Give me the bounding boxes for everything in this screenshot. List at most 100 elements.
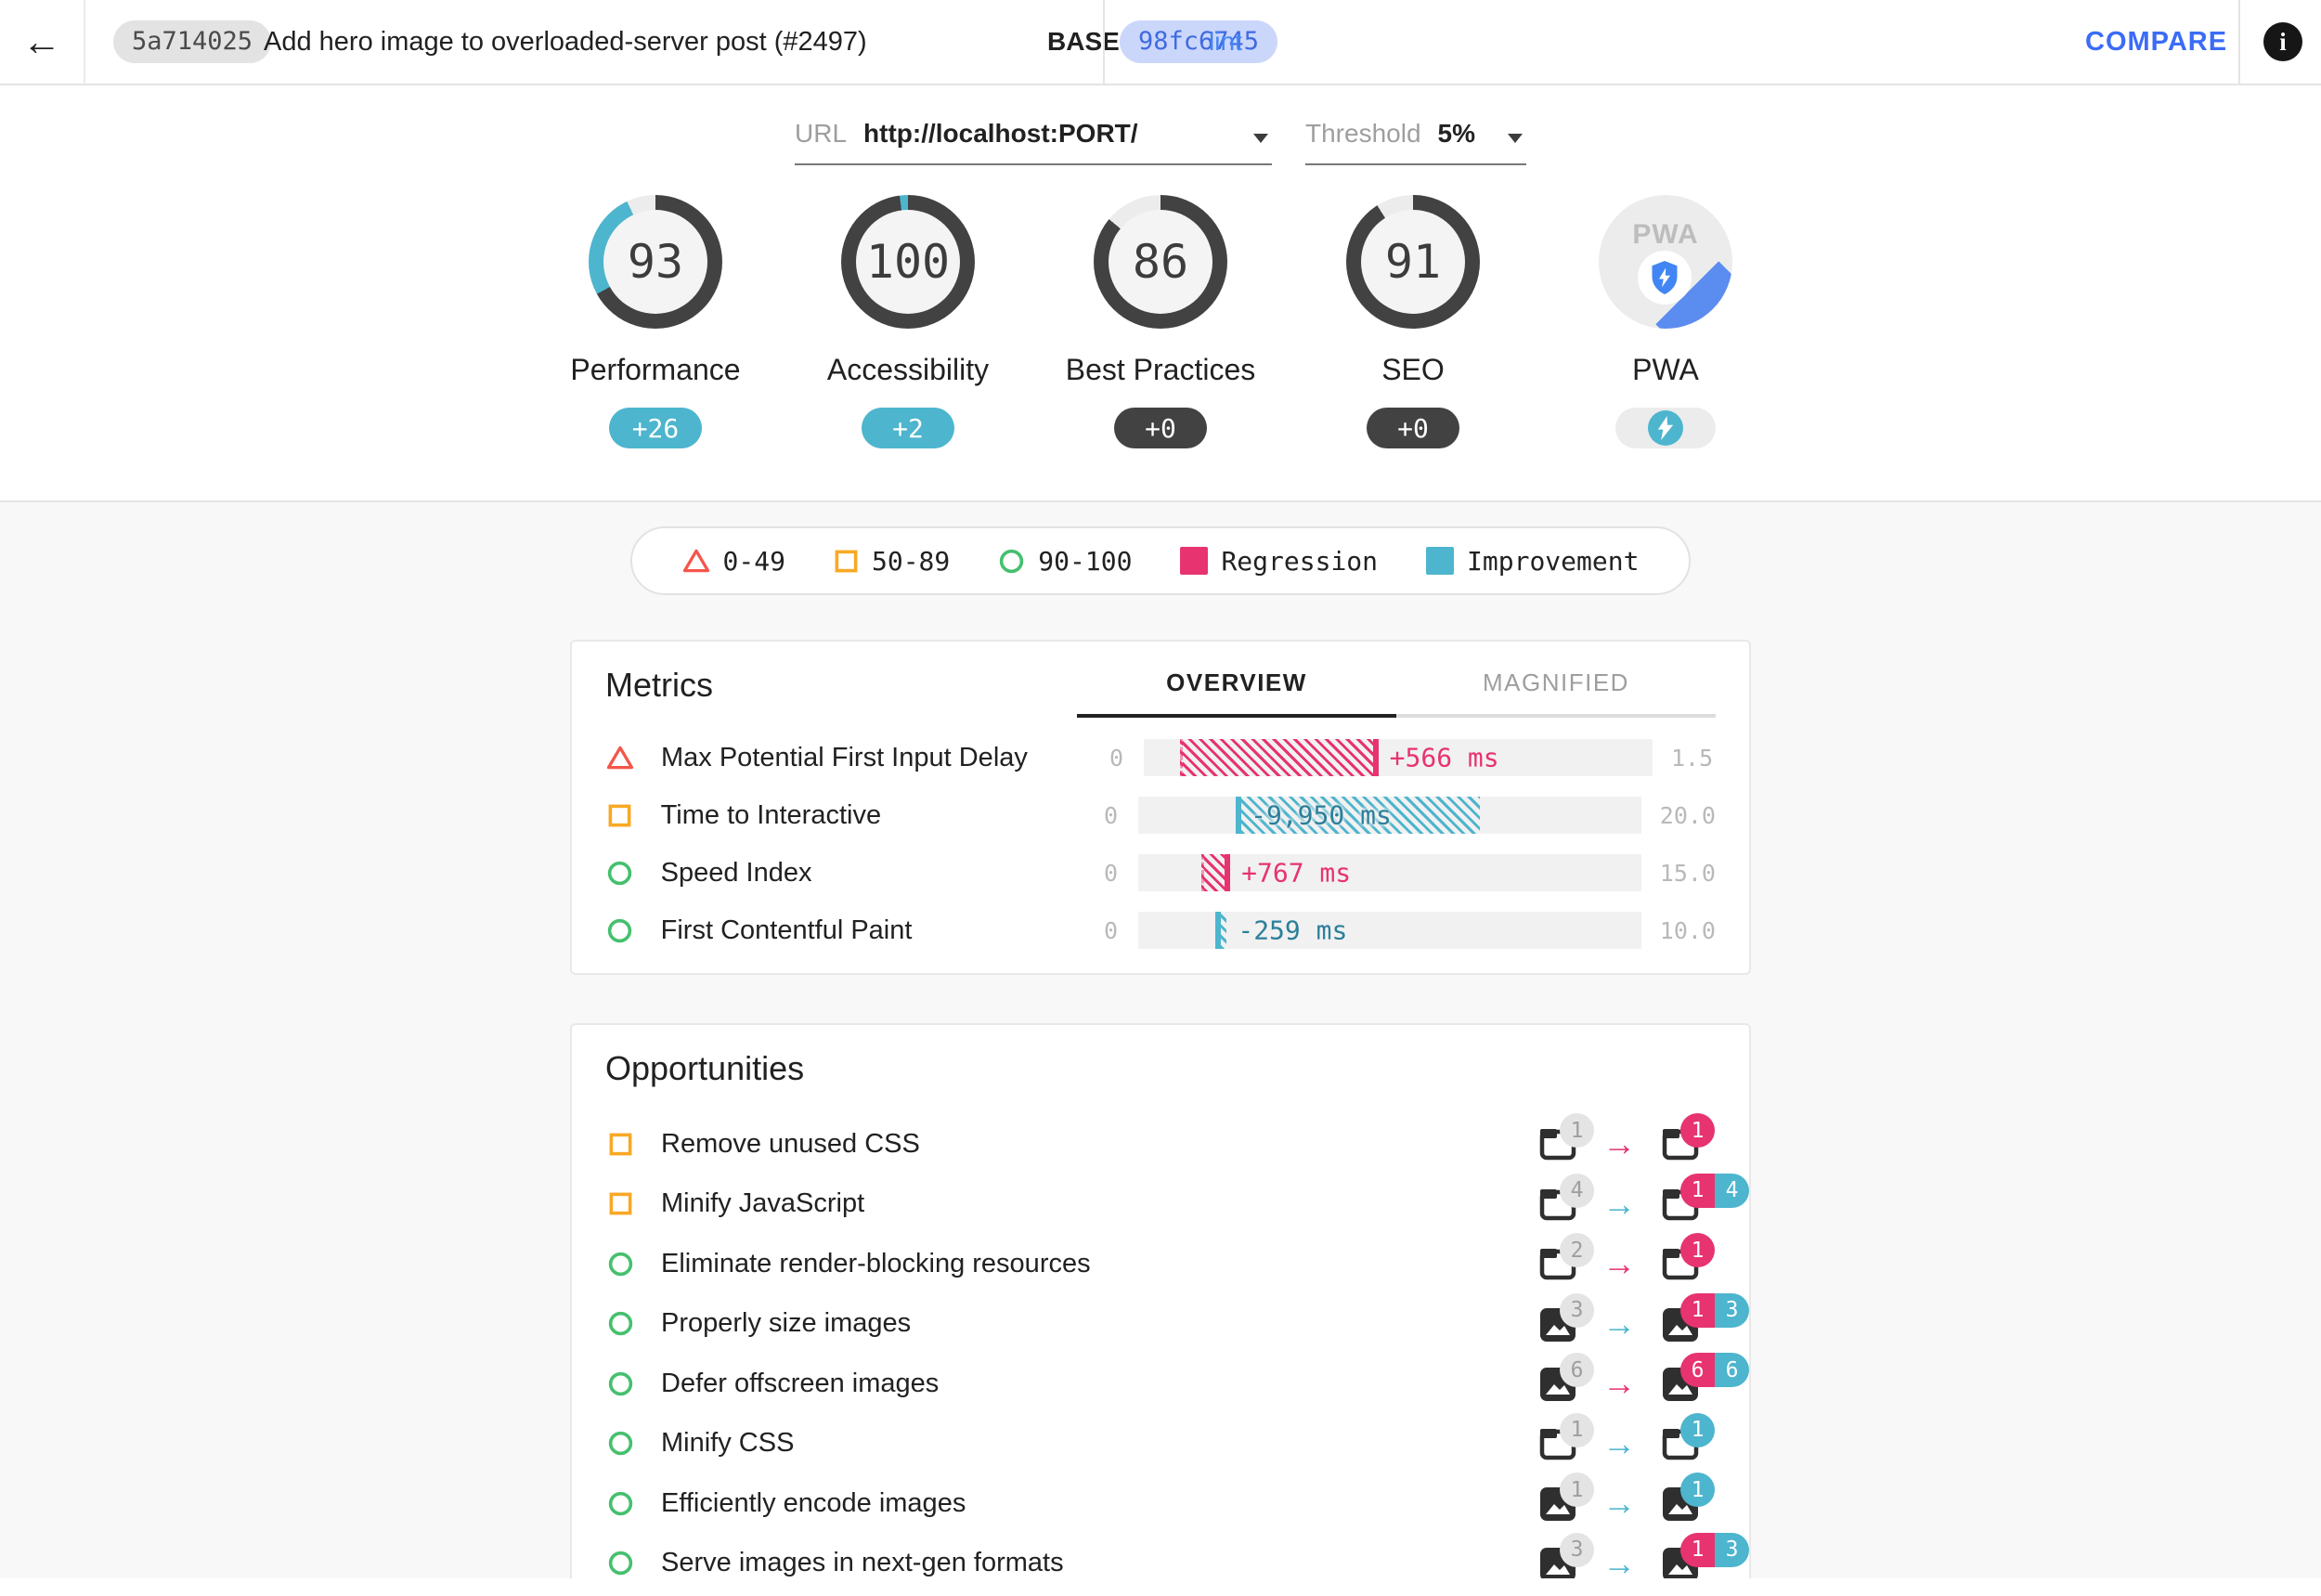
gauge-label: Accessibility [826,353,990,386]
legend-item: Regression [1180,546,1378,577]
gauge-accessibility: 100 Accessibility +2 [782,195,1034,448]
gauge-label: Performance [570,353,741,386]
square-icon [834,549,859,574]
document-audit-icon: 4 [1536,1173,1594,1226]
legend-label: Improvement [1467,545,1640,577]
compare-count-badge: 1 [1680,1412,1715,1447]
tab-magnified[interactable]: MAGNIFIED [1396,668,1716,718]
opportunity-row[interactable]: Defer offscreen images 6 → 6 6 [605,1353,1749,1414]
arrow-right-icon: → [1602,1423,1636,1462]
opportunity-row[interactable]: Remove unused CSS 1 → 1 [605,1113,1716,1174]
metric-diff-bar: +566 ms [1144,739,1653,776]
arrow-right-icon: → [1602,1543,1636,1578]
opportunity-row[interactable]: Efficiently encode images 1 → 1 [605,1473,1716,1534]
metric-max-value: 15.0 [1659,859,1716,887]
fail-triangle-icon [606,745,634,771]
document-audit-icon: 1 [1658,1412,1715,1466]
tab-overview[interactable]: OVERVIEW [1077,668,1396,718]
regression-count: 1 [1680,1113,1715,1148]
pwa-logo-text: PWA [1632,219,1699,250]
score-legend: 0-49 50-89 90-100 Regression Improvement [629,526,1692,595]
info-button[interactable]: i [2263,22,2302,61]
metric-label: Max Potential First Input Delay [661,742,1028,772]
improvement-count: 4 [1715,1173,1749,1208]
image-audit-icon: 3 [1536,1532,1594,1578]
pwa-shield-icon [1648,259,1681,296]
base-commit-hash[interactable]: 5a714025 [113,20,272,63]
opportunities-title: Opportunities [605,1049,805,1087]
gauge-label: SEO [1381,353,1445,386]
metric-row: Speed Index 0 +767 ms 15.0 [605,844,1716,902]
threshold-select[interactable]: Threshold 5% [1305,119,1526,165]
average-square-icon [608,1191,633,1216]
document-audit-icon: 1 [1658,1233,1715,1286]
image-audit-icon: 3 [1536,1292,1594,1346]
info-icon: i [2279,27,2287,56]
gauge-delta-badge: +0 [1367,408,1459,448]
topbar-divider [1103,0,1105,84]
metric-min-value: 0 [1103,801,1118,829]
base-count-badge: 1 [1560,1473,1594,1508]
compare-branch-link[interactable]: lint [1209,27,1242,56]
swatch-improvement-icon [1426,547,1455,575]
improvement-count: 1 [1680,1412,1715,1447]
arrow-right-icon: → [1602,1364,1636,1403]
image-audit-icon: 1 [1658,1473,1715,1525]
opportunity-label: Efficiently encode images [661,1487,966,1518]
legend-item: 50-89 [834,546,950,577]
base-count-badge: 2 [1560,1233,1594,1268]
metrics-tabs: OVERVIEW MAGNIFIED [1077,668,1716,718]
improvement-count: 3 [1715,1292,1749,1328]
swatch-regression-icon [1180,547,1209,575]
metric-max-value: 10.0 [1659,916,1716,944]
pwa-gauge: PWA [1599,195,1732,329]
gauge-score: 86 [1132,235,1189,289]
pass-circle-icon [607,1251,634,1278]
lightning-bolt-icon [1656,416,1675,440]
opportunity-row[interactable]: Eliminate render-blocking resources 2 → 1 [605,1233,1716,1294]
compare-count-badge: 1 [1680,1473,1715,1508]
document-audit-icon: 1 [1658,1113,1715,1166]
compare-button[interactable]: COMPARE [2085,27,2228,57]
metric-bar-improvement [1214,912,1227,949]
triangle-icon [682,548,710,574]
regression-count: 1 [1680,1292,1715,1328]
metric-diff-bar: -9,950 ms [1138,797,1641,834]
gauge-delta-badge: +2 [862,408,954,448]
opportunity-row[interactable]: Minify JavaScript 4 → 1 4 [605,1173,1749,1235]
opportunity-row[interactable]: Properly size images 3 → 1 3 [605,1292,1749,1355]
base-count-badge: 4 [1560,1173,1594,1208]
legend-label: 90-100 [1038,545,1133,577]
arrow-right-icon: → [1602,1184,1636,1223]
opportunity-row[interactable]: Serve images in next-gen formats 3 → 1 3 [605,1532,1749,1578]
average-square-icon [608,1132,633,1157]
image-audit-icon: 6 [1536,1353,1594,1406]
gauge-seo: 91 SEO +0 [1287,195,1539,448]
regression-count: 6 [1680,1353,1715,1388]
compare-commit-hash[interactable]: 98fc6745 [1120,20,1278,63]
url-select[interactable]: URL http://localhost:PORT/ [795,119,1272,165]
improvement-count: 1 [1680,1473,1715,1508]
compare-count-badge: 1 [1680,1113,1715,1148]
base-count-badge: 1 [1560,1113,1594,1148]
gauge-score: 100 [865,235,951,289]
legend-label: 50-89 [871,545,951,577]
back-button[interactable]: ← [0,0,85,84]
pass-circle-icon [607,1550,634,1577]
metric-max-value: 1.5 [1671,744,1714,772]
opportunity-label: Remove unused CSS [661,1128,920,1159]
opportunity-row[interactable]: Minify CSS 1 → 1 [605,1412,1716,1474]
average-square-icon [607,803,632,828]
metric-row: Time to Interactive 0 -9,950 ms 20.0 [605,786,1716,844]
opportunity-label: Defer offscreen images [661,1368,940,1398]
report-body: 0-49 50-89 90-100 Regression Improvement Met… [0,500,2321,1578]
score-gauge-ring: 100 [841,195,975,329]
metrics-title: Metrics [605,666,713,704]
score-gauges-row: 93 Performance +26 100 Accessibility +2 86 Best… [0,195,2321,500]
arrow-right-icon: → [1602,1124,1636,1163]
gauge-delta-badge: +0 [1114,408,1207,448]
gauge-label: PWA [1632,353,1699,386]
